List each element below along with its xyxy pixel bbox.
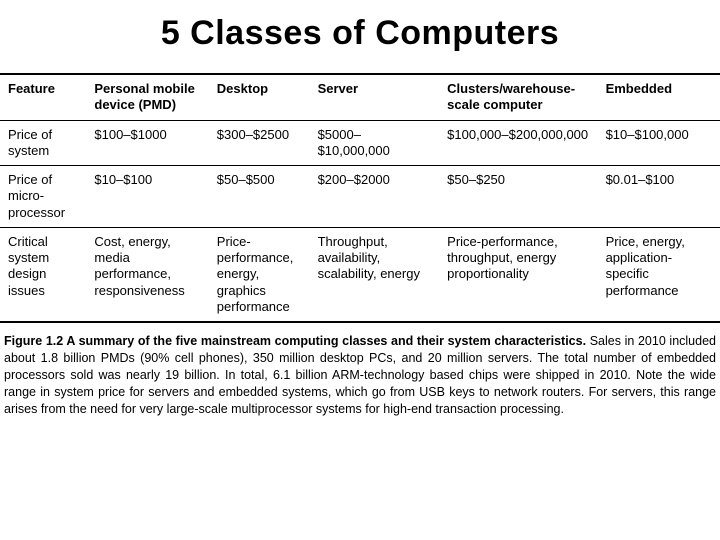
cell-server: $5000–$10,000,000 — [310, 120, 440, 166]
cell-feature: Price of system — [0, 120, 86, 166]
computer-classes-table: Feature Personal mobile device (PMD) Des… — [0, 73, 720, 323]
page-title: 5 Classes of Computers — [0, 0, 720, 73]
cell-clusters: Price-performance, throughput, energy pr… — [439, 227, 597, 322]
table-row: Price of micro-processor $10–$100 $50–$5… — [0, 166, 720, 228]
col-clusters: Clusters/warehouse-scale computer — [439, 74, 597, 120]
caption-lead: Figure 1.2 A summary of the five mainstr… — [4, 334, 586, 348]
cell-desktop: $50–$500 — [209, 166, 310, 228]
cell-clusters: $100,000–$200,000,000 — [439, 120, 597, 166]
cell-feature: Critical system design issues — [0, 227, 86, 322]
cell-embedded: $0.01–$100 — [598, 166, 720, 228]
table-header-row: Feature Personal mobile device (PMD) Des… — [0, 74, 720, 120]
cell-pmd: $100–$1000 — [86, 120, 208, 166]
cell-pmd: Cost, energy, media performance, respons… — [86, 227, 208, 322]
cell-embedded: Price, energy, application-specific perf… — [598, 227, 720, 322]
cell-clusters: $50–$250 — [439, 166, 597, 228]
table-row: Critical system design issues Cost, ener… — [0, 227, 720, 322]
cell-server: Throughput, availability, scalability, e… — [310, 227, 440, 322]
cell-embedded: $10–$100,000 — [598, 120, 720, 166]
cell-desktop: Price-performance, energy, graphics perf… — [209, 227, 310, 322]
col-server: Server — [310, 74, 440, 120]
table-row: Price of system $100–$1000 $300–$2500 $5… — [0, 120, 720, 166]
col-pmd: Personal mobile device (PMD) — [86, 74, 208, 120]
cell-desktop: $300–$2500 — [209, 120, 310, 166]
col-feature: Feature — [0, 74, 86, 120]
cell-feature: Price of micro-processor — [0, 166, 86, 228]
col-desktop: Desktop — [209, 74, 310, 120]
cell-server: $200–$2000 — [310, 166, 440, 228]
cell-pmd: $10–$100 — [86, 166, 208, 228]
figure-caption: Figure 1.2 A summary of the five mainstr… — [0, 323, 720, 417]
col-embedded: Embedded — [598, 74, 720, 120]
